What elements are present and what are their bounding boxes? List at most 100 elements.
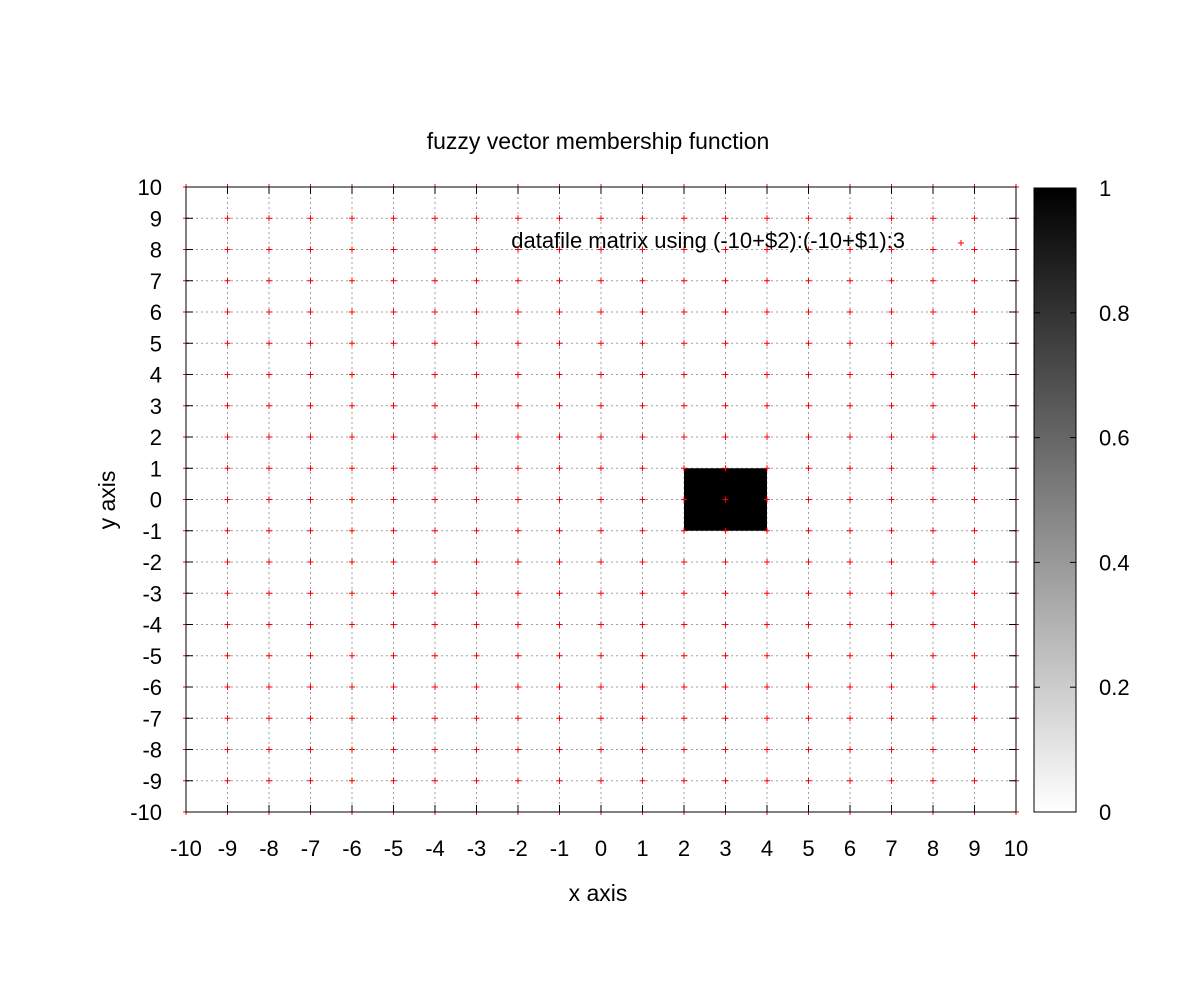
- data-point: [307, 246, 314, 253]
- data-point: [847, 215, 853, 222]
- data-point: [224, 402, 231, 409]
- data-point: [556, 684, 563, 690]
- data-point: [349, 746, 355, 753]
- data-point: [805, 684, 812, 690]
- data-point: [888, 277, 895, 284]
- data-point: [390, 340, 397, 347]
- data-point: [681, 215, 687, 222]
- data-point: [556, 309, 563, 315]
- data-point: [722, 309, 729, 315]
- data-point: [515, 309, 521, 315]
- data-point: [681, 434, 687, 440]
- legend-marker: [958, 240, 964, 246]
- data-point: [722, 777, 729, 784]
- y-tick-label: -9: [142, 769, 162, 794]
- data-point: [722, 559, 729, 565]
- data-point: [432, 277, 438, 284]
- data-point: [390, 434, 397, 440]
- data-point: [432, 402, 438, 409]
- y-tick-label: -8: [142, 738, 162, 763]
- data-point: [390, 621, 397, 628]
- data-point: [473, 746, 480, 753]
- data-point: [805, 340, 812, 347]
- data-point: [639, 496, 646, 503]
- data-point: [349, 246, 355, 253]
- data-point: [971, 621, 978, 628]
- data-point: [722, 715, 729, 722]
- data-point: [722, 652, 729, 659]
- data-point: [390, 590, 397, 597]
- data-point: [556, 465, 563, 472]
- data-point: [598, 309, 604, 315]
- data-point: [888, 246, 895, 253]
- data-point: [639, 215, 646, 222]
- data-point: [598, 402, 604, 409]
- data-point: [971, 371, 978, 378]
- data-point: [266, 684, 272, 690]
- data-point: [556, 434, 563, 440]
- data-point: [764, 746, 770, 753]
- data-point: [805, 746, 812, 753]
- data-point: [266, 215, 272, 222]
- data-point: [349, 527, 355, 534]
- data-point: [847, 402, 853, 409]
- x-tick-label: -3: [467, 836, 487, 861]
- data-point: [847, 715, 853, 722]
- data-point: [598, 715, 604, 722]
- data-point: [681, 590, 687, 597]
- data-point: [805, 527, 812, 534]
- data-point: [556, 277, 563, 284]
- data-point: [515, 215, 521, 222]
- data-point: [805, 371, 812, 378]
- data-point: [266, 371, 272, 378]
- data-point: [224, 434, 231, 440]
- data-point: [764, 496, 770, 503]
- x-tick-label: 4: [761, 836, 773, 861]
- data-point: [888, 215, 895, 222]
- data-point: [805, 496, 812, 503]
- data-point: [722, 340, 729, 347]
- y-tick-label: -1: [142, 519, 162, 544]
- x-tick-label: -6: [342, 836, 362, 861]
- data-point: [598, 465, 604, 472]
- data-point: [266, 652, 272, 659]
- y-tick-label: 2: [150, 425, 162, 450]
- data-point: [930, 215, 936, 222]
- data-point: [722, 371, 729, 378]
- data-point: [764, 371, 770, 378]
- data-point: [390, 371, 397, 378]
- data-point: [473, 777, 480, 784]
- data-point: [224, 684, 231, 690]
- data-point: [805, 715, 812, 722]
- data-point: [764, 215, 770, 222]
- data-point: [349, 371, 355, 378]
- data-point: [266, 465, 272, 472]
- data-point: [473, 402, 480, 409]
- data-point: [473, 340, 480, 347]
- data-point: [432, 496, 438, 503]
- data-point: [432, 777, 438, 784]
- data-point: [598, 559, 604, 565]
- data-point: [764, 465, 770, 472]
- data-point: [971, 715, 978, 722]
- data-point: [764, 652, 770, 659]
- x-tick-label: -1: [550, 836, 570, 861]
- data-point: [224, 246, 231, 253]
- data-point: [556, 715, 563, 722]
- colorbar-tick-label: 0.8: [1099, 301, 1130, 326]
- data-point: [888, 652, 895, 659]
- data-point: [432, 465, 438, 472]
- data-point: [307, 590, 314, 597]
- data-point: [805, 590, 812, 597]
- data-point: [473, 277, 480, 284]
- data-point: [681, 715, 687, 722]
- data-point: [598, 746, 604, 753]
- data-point: [805, 559, 812, 565]
- y-tick-label: -3: [142, 581, 162, 606]
- y-tick-label: 1: [150, 456, 162, 481]
- data-point: [681, 402, 687, 409]
- data-point: [307, 465, 314, 472]
- data-point: [390, 277, 397, 284]
- data-point: [971, 496, 978, 503]
